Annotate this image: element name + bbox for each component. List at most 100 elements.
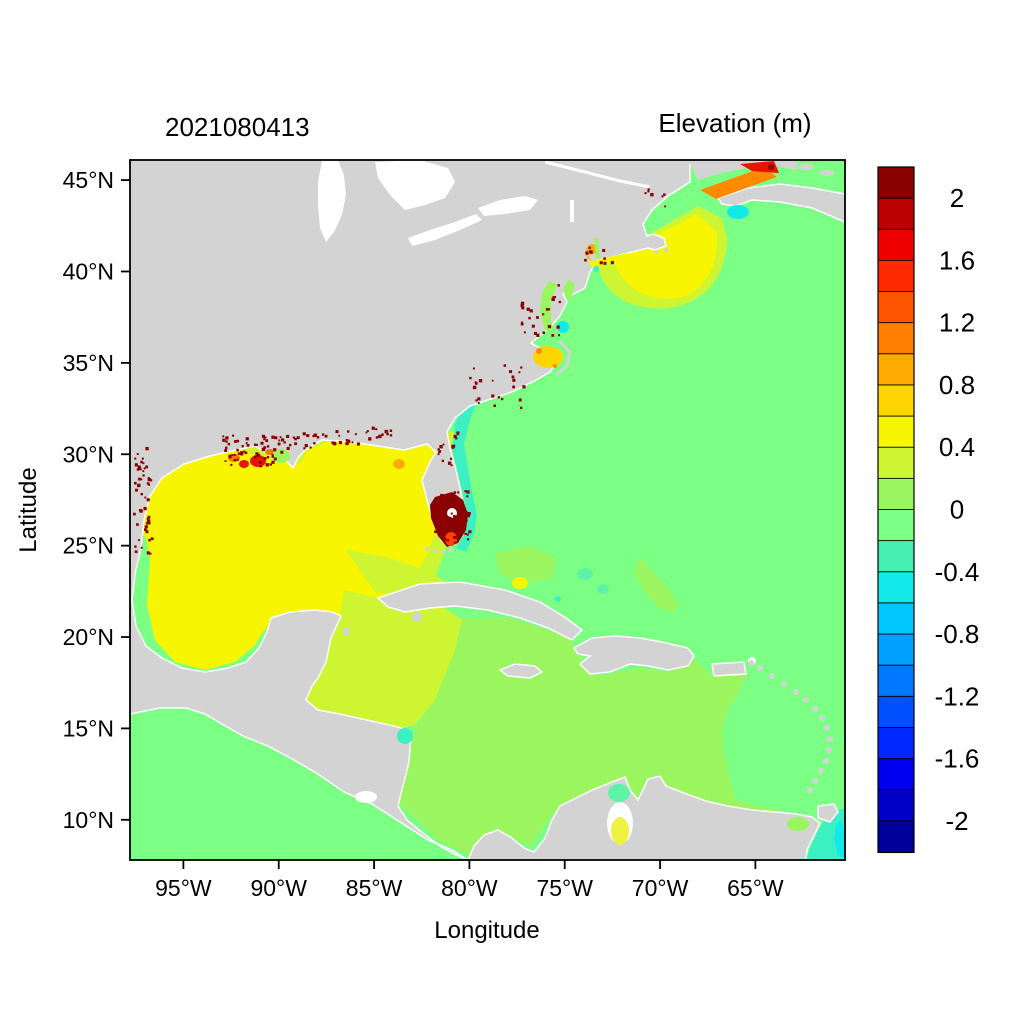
- surge-speckle: [274, 436, 278, 440]
- surge-speckle: [455, 437, 458, 440]
- north-america-land: [130, 160, 691, 860]
- cozumel-island: [344, 628, 349, 636]
- surge-speckle: [137, 477, 141, 481]
- surge-speckle: [497, 396, 501, 399]
- florida-keys-3: [441, 550, 445, 554]
- st-lawrence-river: [544, 160, 651, 189]
- surge-speckle: [529, 309, 533, 313]
- surge-speckle: [520, 322, 524, 326]
- colorbar: 2 1.6 1.2 0.8 0.4 0 -0.4 -0.8 -1.2 -1.6 -2: [877, 166, 979, 854]
- bahama-mint-spot-1: [577, 568, 593, 580]
- surge-speckle: [663, 193, 666, 196]
- bahama-bank-patch: [496, 546, 556, 584]
- surge-speckle: [445, 516, 450, 520]
- surge-speckle: [520, 406, 523, 410]
- surge-speckle: [145, 522, 149, 525]
- surge-speckle: [518, 398, 522, 402]
- run-timestamp: 2021080413: [165, 112, 310, 142]
- surge-speckle: [475, 399, 478, 402]
- surge-speckle: [261, 434, 265, 438]
- surge-speckle: [463, 525, 466, 527]
- surge-speckle: [439, 444, 443, 449]
- puerto-rico-island: [711, 661, 747, 677]
- surge-speckle: [280, 450, 284, 454]
- surge-speckle: [526, 307, 530, 311]
- surge-speckle: [548, 308, 551, 311]
- surge-speckle: [468, 530, 472, 534]
- surge-speckle: [461, 526, 464, 529]
- surge-speckle: [603, 257, 606, 260]
- surge-speckle: [139, 467, 142, 471]
- surge-speckle: [313, 433, 317, 437]
- surge-speckle: [142, 470, 145, 473]
- surge-speckle: [469, 376, 472, 380]
- surge-speckle: [253, 455, 257, 459]
- colorbar-segment: [877, 820, 915, 854]
- surge-speckle: [456, 508, 461, 512]
- gulf-of-paria-patch: [787, 817, 809, 831]
- surge-speckle: [294, 437, 297, 441]
- map-area: [130, 160, 845, 860]
- surge-speckle: [224, 449, 228, 453]
- surge-speckle: [464, 490, 467, 493]
- florida-keys-1: [425, 547, 429, 551]
- surge-speckle: [461, 518, 465, 522]
- surge-speckle: [528, 316, 531, 320]
- colorbar-title: Elevation (m): [658, 108, 811, 138]
- surge-speckle: [439, 512, 442, 515]
- lat-tick-label: 15°N: [63, 715, 114, 741]
- surge-speckle: [258, 460, 262, 464]
- surge-speckle: [141, 457, 144, 460]
- colorbar-segment: [877, 602, 915, 636]
- surge-speckle: [447, 504, 451, 508]
- surge-speckle: [149, 552, 152, 555]
- surge-speckle: [133, 512, 136, 516]
- colorbar-tick-label: 0.8: [939, 370, 975, 400]
- hatteras-cyan-dot: [557, 321, 569, 333]
- surge-speckle: [552, 296, 555, 299]
- colorbar-segment: [877, 540, 915, 573]
- outer-banks-arc: [555, 339, 572, 377]
- surge-speckle: [147, 521, 151, 525]
- surge-speckle: [243, 450, 246, 453]
- surge-speckle: [451, 504, 454, 507]
- colorbar-segment: [877, 415, 915, 449]
- surge-speckle: [585, 251, 589, 255]
- delta-red-blob-2: [239, 460, 249, 468]
- surge-speckle: [365, 431, 368, 434]
- gulf-of-maine-core: [612, 214, 718, 299]
- surge-speckle: [142, 474, 145, 477]
- surge-speckle: [354, 433, 357, 436]
- surge-speckle: [332, 441, 336, 446]
- surge-speckle: [437, 453, 440, 456]
- surge-speckle: [146, 551, 150, 555]
- surge-speckle: [442, 494, 445, 498]
- surge-speckle: [455, 528, 459, 532]
- surge-speckle: [446, 539, 450, 542]
- lesser-antilles-arc: [748, 660, 833, 793]
- surge-speckle: [134, 457, 137, 460]
- surge-speckle: [443, 516, 446, 519]
- surge-speckle: [255, 452, 259, 456]
- surge-speckle: [227, 442, 231, 446]
- colorbar-tick-label: 0: [950, 495, 964, 525]
- surge-speckle: [512, 385, 515, 389]
- surge-speckle: [253, 443, 257, 446]
- colorbar-segment: [877, 322, 915, 355]
- surge-speckle: [265, 439, 269, 443]
- surge-speckle: [545, 307, 549, 311]
- surge-speckle: [296, 436, 300, 440]
- surge-speckle: [236, 448, 239, 452]
- surge-speckle: [450, 529, 454, 533]
- surge-speckle: [351, 441, 354, 444]
- orinoco-deep-cyan-stripe: [834, 820, 845, 858]
- lon-tick-label: 65°W: [727, 875, 784, 901]
- surge-speckle: [453, 516, 457, 520]
- surge-speckle: [233, 453, 236, 456]
- colorbar-segment: [877, 197, 915, 231]
- surge-speckle: [440, 508, 444, 511]
- surge-speckle: [304, 444, 308, 448]
- turks-bank-patch: [634, 556, 679, 613]
- surge-speckle: [440, 504, 443, 507]
